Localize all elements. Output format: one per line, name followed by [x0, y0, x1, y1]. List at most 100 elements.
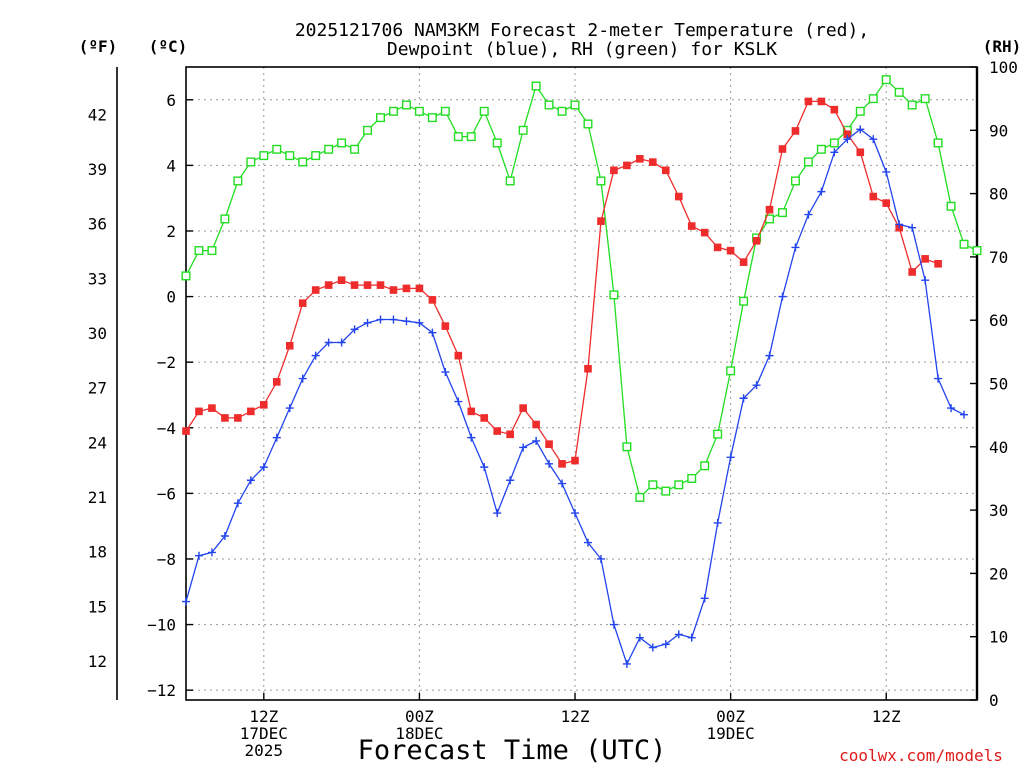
temperature-point-38: [674, 192, 683, 201]
dewpoint-point-11: [324, 338, 333, 347]
temperature-point-46: [778, 145, 787, 153]
temperature-point-48: [804, 97, 813, 106]
rh-point-10: [311, 151, 321, 161]
rh-point-31: [583, 119, 593, 129]
dewpoint-point-59: [947, 404, 956, 413]
rh-point-46: [777, 208, 787, 218]
dewpoint-point-47: [791, 243, 800, 252]
temperature-point-31: [584, 364, 592, 373]
celsius-tick-label-7: −8: [157, 550, 176, 569]
temperature-point-33: [610, 166, 618, 175]
temperature-point-47: [791, 127, 800, 135]
rh-point-47: [790, 176, 800, 186]
celsius-tick-label-8: −10: [147, 616, 176, 635]
x-tick-label-1-1: 18DEC: [395, 724, 443, 743]
fahrenheit-tick-label-5: 27: [88, 379, 107, 398]
dewpoint-point-38: [674, 630, 683, 639]
rh-point-43: [739, 296, 749, 306]
dewpoint-point-7: [272, 433, 281, 442]
fahrenheit-tick-label-8: 18: [88, 543, 107, 562]
rh-point-42: [726, 366, 736, 376]
temperature-point-13: [350, 281, 359, 289]
temperature-point-27: [532, 420, 540, 429]
dewpoint-point-57: [921, 276, 930, 285]
x-tick-label-0-2: 2025: [245, 741, 284, 760]
temperature-point-22: [467, 407, 476, 416]
dewpoint-point-8: [285, 404, 294, 413]
dewpoint-point-42: [726, 453, 735, 462]
rh-point-61: [972, 246, 982, 256]
temperature-point-29: [558, 460, 566, 468]
rh-point-24: [492, 138, 502, 148]
dewpoint-point-58: [934, 374, 943, 383]
rh-point-8: [285, 151, 295, 161]
temperature-point-44: [752, 237, 761, 245]
rh-point-36: [648, 480, 658, 490]
rh-tick-label-2: 80: [989, 185, 1008, 204]
dewpoint-point-30: [571, 509, 580, 518]
rh-point-37: [661, 486, 671, 496]
dewpoint-point-40: [700, 594, 709, 603]
rh-point-3: [220, 214, 230, 224]
dewpoint-point-55: [895, 220, 904, 229]
dewpoint-point-15: [376, 315, 385, 324]
rh-point-53: [868, 94, 878, 104]
chart-title: 2025121706 NAM3KM Forecast 2-meter Tempe…: [295, 20, 869, 60]
temperature-point-3: [221, 414, 229, 422]
temperature-point-35: [636, 155, 644, 163]
fahrenheit-tick-label-0: 42: [88, 105, 107, 124]
fahrenheit-axis: 42 39 36 33 30 27 24 21 18 15 12: [88, 105, 107, 671]
dewpoint-point-26: [519, 443, 528, 452]
rh-tick-label-1: 90: [989, 121, 1008, 140]
dewpoint-point-28: [545, 459, 554, 468]
rh-point-18: [414, 106, 424, 116]
dewpoint-point-0: [182, 597, 190, 606]
rh-point-55: [894, 87, 904, 97]
dewpoint-point-23: [480, 463, 489, 472]
dewpoint-point-6: [259, 463, 268, 472]
temperature-point-5: [247, 407, 255, 416]
celsius-tick-label-2: 2: [166, 222, 176, 241]
temperature-point-53: [869, 192, 878, 201]
temperature-point-26: [519, 404, 527, 412]
dewpoint-point-33: [609, 620, 618, 629]
rh-point-22: [466, 132, 476, 142]
temperature-point-42: [726, 246, 735, 255]
rh-point-54: [881, 75, 891, 85]
temperature-point-32: [597, 217, 605, 225]
dewpoint-point-56: [908, 223, 917, 232]
dewpoint-point-22: [467, 433, 476, 442]
temperature-series: [182, 97, 942, 468]
fahrenheit-tick-label-4: 30: [88, 324, 107, 343]
dewpoint-point-32: [596, 554, 605, 563]
rh-point-57: [920, 94, 930, 104]
dewpoint-point-18: [415, 318, 424, 327]
temperature-point-52: [856, 148, 865, 157]
rh-point-9: [298, 157, 308, 167]
dewpoint-point-34: [622, 659, 631, 668]
rh-tick-label-10: 0: [989, 691, 999, 710]
rh-tick-label-3: 70: [989, 248, 1008, 267]
rh-point-28: [544, 100, 554, 110]
fahrenheit-tick-label-7: 21: [88, 488, 107, 507]
rh-point-39: [687, 473, 697, 483]
temperature-point-4: [234, 414, 242, 422]
dewpoint-point-21: [454, 397, 463, 406]
dewpoint-point-51: [843, 135, 852, 144]
celsius-tick-label-4: −2: [157, 353, 176, 372]
dewpoint-point-52: [856, 125, 865, 134]
dewpoint-point-36: [648, 643, 657, 652]
rh-point-7: [272, 144, 282, 154]
rh-line: [185, 78, 978, 499]
temperature-point-39: [687, 222, 696, 230]
dewpoint-point-43: [739, 394, 748, 403]
fahrenheit-tick-label-3: 33: [88, 269, 107, 288]
dewpoint-point-29: [558, 479, 567, 488]
x-tick-label-4-0: 12Z: [872, 707, 901, 726]
fahrenheit-tick-label-9: 15: [88, 597, 107, 616]
temperature-point-18: [415, 284, 424, 293]
rh-point-11: [324, 144, 334, 154]
dewpoint-point-37: [661, 640, 670, 649]
